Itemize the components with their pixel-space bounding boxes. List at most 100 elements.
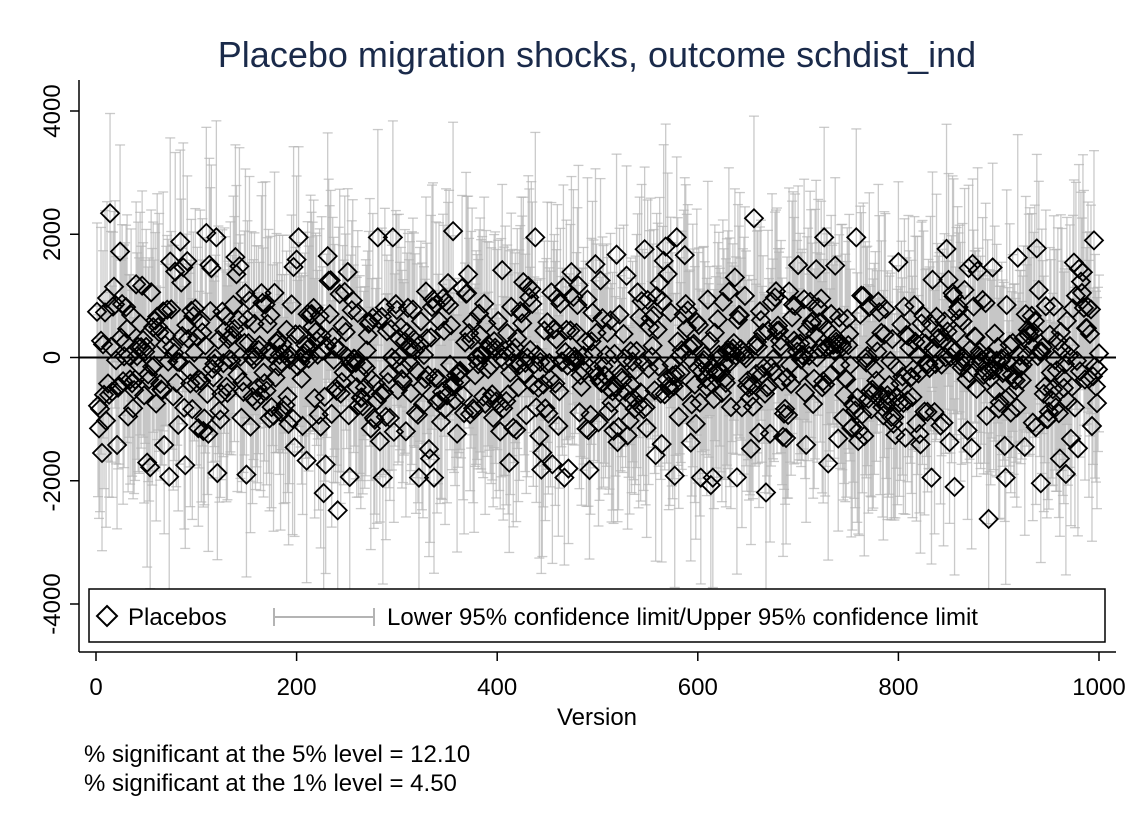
placebo-point: [762, 348, 784, 370]
placebo-point: [881, 406, 902, 428]
placebo-point: [338, 404, 360, 426]
placebo-point: [866, 370, 887, 391]
legend-item-ci: Lower 95% confidence limit/Upper 95% con…: [387, 604, 978, 631]
placebo-point: [662, 365, 683, 387]
placebo-point: [651, 433, 672, 455]
placebo-point: [250, 384, 271, 406]
placebo-point: [950, 351, 971, 373]
placebo-point: [561, 261, 582, 283]
placebo-point: [298, 348, 319, 369]
placebo-point: [1081, 415, 1103, 437]
placebo-point: [827, 428, 849, 449]
placebo-point: [90, 330, 112, 352]
placebo-point: [163, 342, 185, 364]
note-1pct: % significant at the 1% level = 4.50: [84, 770, 457, 797]
placebo-point: [902, 386, 923, 408]
placebo-point: [278, 413, 299, 435]
placebo-point: [781, 307, 803, 328]
placebo-point: [603, 420, 624, 442]
placebo-point: [1028, 279, 1050, 301]
placebo-point: [495, 390, 517, 412]
placebo-point: [444, 389, 466, 411]
placebo-point: [92, 334, 114, 355]
placebo-point: [360, 418, 382, 439]
placebo-point: [893, 392, 914, 414]
placebo-point: [801, 311, 823, 332]
placebo-point: [647, 319, 668, 340]
placebo-point: [404, 340, 426, 361]
placebo-point: [597, 322, 618, 344]
placebo-point: [491, 259, 513, 281]
ci-bar: [869, 262, 880, 476]
placebo-point: [423, 467, 445, 488]
placebo-point: [402, 299, 424, 320]
placebo-point: [228, 309, 249, 331]
x-tick-label: 800: [878, 674, 918, 701]
placebo-point: [263, 405, 284, 426]
placebo-point: [951, 357, 972, 378]
placebo-point: [574, 360, 595, 382]
placebo-point: [475, 313, 497, 334]
placebo-point: [754, 383, 776, 404]
placebo-point: [922, 269, 943, 290]
placebo-point: [136, 452, 158, 473]
ci-bar: [561, 219, 572, 441]
placebo-point: [575, 331, 596, 353]
placebo-point: [140, 282, 162, 303]
placebo-point: [655, 236, 676, 257]
placebo-point: [109, 241, 131, 262]
placebo-point: [460, 329, 482, 351]
placebo-point: [166, 351, 188, 372]
placebo-point: [422, 289, 444, 310]
placebo-point: [501, 342, 523, 363]
placebo-point: [135, 336, 157, 358]
placebo-point: [169, 231, 191, 252]
placebo-point: [755, 482, 777, 503]
placebo-point: [498, 452, 520, 473]
placebo-point: [192, 322, 213, 343]
placebo-point: [869, 302, 890, 323]
placebo-point: [252, 292, 273, 314]
placebo-point: [253, 362, 274, 383]
placebo-point: [239, 290, 260, 311]
placebo-point: [637, 289, 658, 311]
placebo-point: [211, 383, 232, 405]
placebo-point: [564, 346, 585, 367]
placebo-point: [579, 459, 600, 481]
placebo-point: [747, 336, 769, 358]
placebo-point: [1002, 332, 1024, 354]
placebo-point: [235, 283, 256, 304]
placebo-point: [897, 390, 918, 411]
placebo-point: [86, 301, 108, 323]
x-tick-label: 400: [477, 674, 517, 701]
placebo-point: [117, 406, 139, 427]
placebo-point: [854, 425, 875, 447]
placebo-point: [1062, 298, 1084, 319]
placebo-point: [879, 374, 900, 396]
placebo-point: [132, 329, 154, 351]
placebo-point: [697, 289, 719, 310]
ci-bar: [711, 265, 722, 482]
placebo-point: [1023, 321, 1045, 343]
placebo-point: [894, 296, 915, 317]
placebo-point: [936, 238, 957, 260]
placebo-point: [418, 438, 440, 460]
placebo-point: [846, 227, 867, 248]
placebo-point: [787, 254, 809, 276]
placebo-point: [123, 379, 145, 401]
placebo-point: [207, 462, 228, 484]
placebo-point: [277, 386, 298, 407]
placebo-point: [1046, 360, 1068, 381]
placebo-point: [442, 220, 464, 242]
placebo-point: [430, 411, 452, 433]
placebo-point: [315, 454, 336, 475]
placebo-point: [530, 351, 551, 373]
placebo-point: [305, 321, 326, 343]
placebo-point: [627, 282, 648, 303]
placebo-point: [565, 349, 586, 370]
placebo-point: [356, 340, 378, 361]
placebo-point: [410, 310, 432, 332]
placebo-point: [1014, 436, 1036, 458]
placebo-point: [618, 391, 639, 412]
placebo-point: [600, 310, 621, 331]
